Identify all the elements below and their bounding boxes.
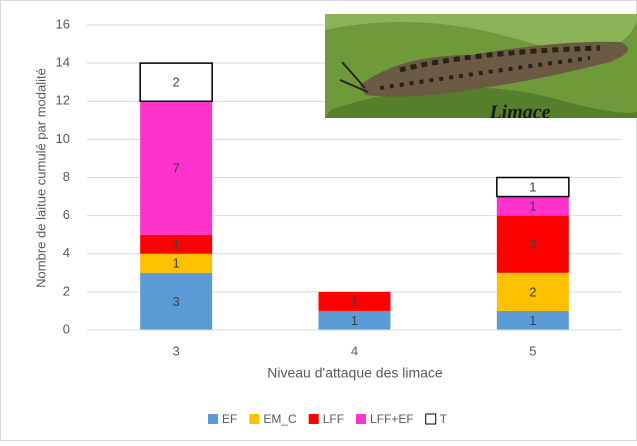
data-label: 2 — [173, 75, 180, 90]
bar-segment — [496, 196, 569, 216]
legend-swatch — [249, 414, 260, 424]
y-tick-label: 16 — [56, 16, 70, 31]
slug-photo: Limace — [325, 14, 637, 124]
data-label: 1 — [529, 199, 536, 214]
bar-segment — [496, 215, 569, 273]
bar-segment — [140, 234, 213, 254]
data-label: 1 — [529, 313, 536, 328]
data-label: 3 — [529, 237, 536, 252]
bar-segment — [496, 272, 569, 311]
legend-label: EF — [222, 412, 237, 426]
x-tick-label: 3 — [173, 343, 180, 358]
y-tick-label: 4 — [63, 245, 70, 260]
x-tick-label: 4 — [351, 343, 358, 358]
y-tick-label: 10 — [56, 131, 70, 146]
bar-segment — [140, 272, 213, 330]
y-tick-label: 8 — [63, 169, 70, 184]
data-label: 1 — [173, 237, 180, 252]
bar-segment — [496, 310, 569, 330]
data-label: 1 — [351, 313, 358, 328]
bar-segment — [496, 176, 570, 198]
legend-swatch — [308, 414, 319, 424]
y-axis-title: Nombre de laitue cumulé par modalité — [33, 68, 48, 288]
bar-segment — [139, 62, 213, 102]
data-label: 3 — [173, 294, 180, 309]
bar-segment — [318, 310, 391, 330]
legend-label: LFF+EF — [370, 412, 414, 426]
y-tick-label: 2 — [63, 283, 70, 298]
image-caption: Limace — [488, 102, 550, 124]
legend-swatch — [356, 414, 367, 424]
data-label: 1 — [529, 179, 536, 194]
x-axis-title: Niveau d'attaque des limace — [267, 365, 443, 381]
data-label: 1 — [173, 256, 180, 271]
bar-segment — [140, 101, 213, 235]
x-tick-label: 5 — [529, 343, 536, 358]
y-tick-label: 14 — [56, 55, 70, 70]
data-label: 7 — [173, 160, 180, 175]
y-tick-label: 12 — [56, 93, 70, 108]
legend-swatch — [208, 414, 218, 424]
legend-swatch — [425, 413, 437, 425]
y-tick-label: 6 — [63, 207, 70, 222]
data-label: 2 — [529, 284, 536, 299]
data-label: 1 — [351, 294, 358, 309]
legend-label: EM_C — [263, 412, 297, 426]
y-tick-label: 0 — [63, 321, 70, 336]
legend-label: T — [440, 412, 448, 426]
bar-segment — [140, 253, 213, 273]
bar-segment — [318, 291, 391, 311]
legend-label: LFF — [323, 412, 344, 426]
